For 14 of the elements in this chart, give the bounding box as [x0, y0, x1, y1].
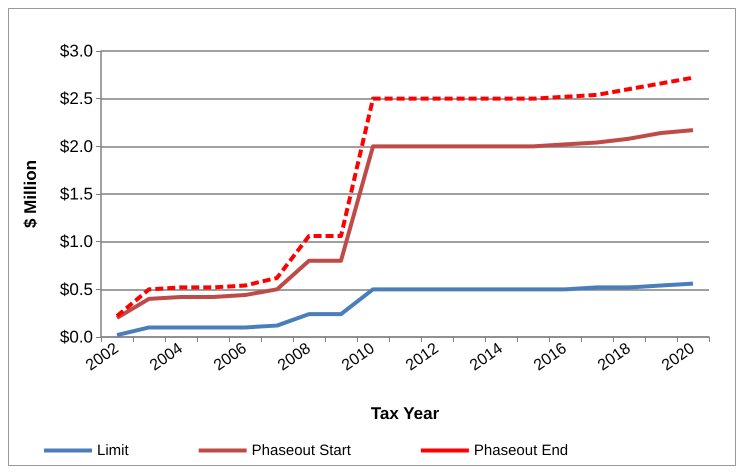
line-series [115, 282, 695, 338]
legend-label: Phaseout End [474, 442, 568, 459]
y-tick-label: $2.5 [60, 89, 93, 108]
y-tick-label: $0.0 [60, 328, 93, 346]
legend-label: Phaseout Start [252, 442, 352, 459]
y-tick-label: $2.0 [60, 136, 93, 156]
y-axis-title: $ Million [21, 160, 40, 228]
line-series [115, 128, 695, 320]
y-tick-label: $0.5 [60, 280, 93, 299]
legend-label: Limit [97, 442, 130, 459]
x-axis-title: Tax Year [370, 404, 440, 423]
y-tick-label: $1.5 [60, 184, 93, 204]
y-tick-label: $3.0 [60, 42, 93, 60]
y-tick-label: $1.0 [60, 232, 93, 252]
